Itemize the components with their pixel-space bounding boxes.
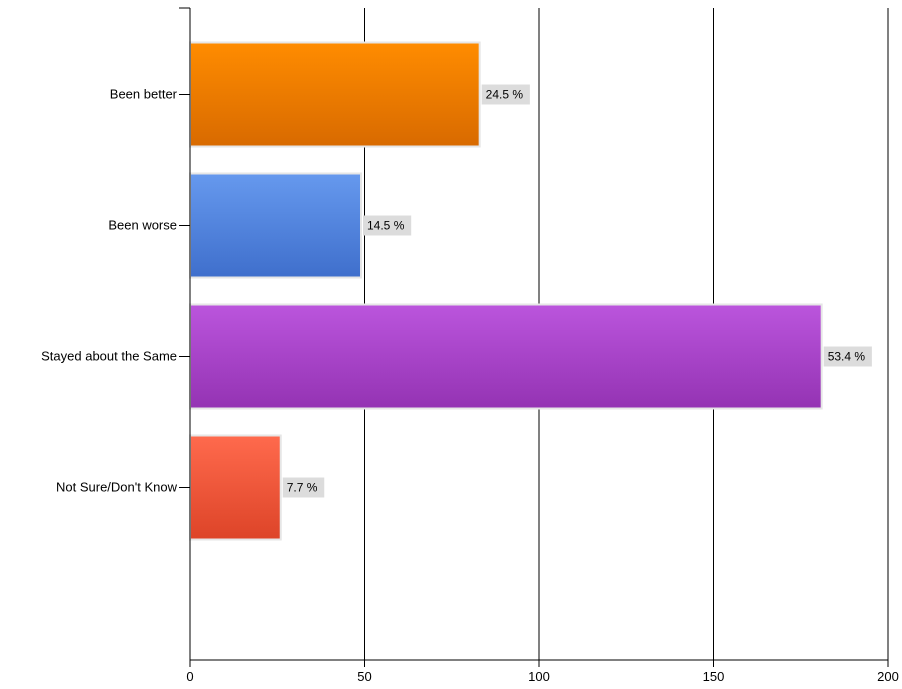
x-tick-label-200: 200	[877, 669, 899, 684]
data-label-box-2	[823, 346, 872, 367]
bar-0	[189, 41, 481, 148]
data-label-0: 24.5 %	[486, 88, 524, 102]
category-label-2: Stayed about the Same	[41, 349, 177, 364]
x-tick-label-100: 100	[528, 669, 550, 684]
bar-2	[189, 303, 823, 410]
labels: Been better 24.5 % Been worse 14.5 % Stayed …	[41, 84, 899, 684]
axes	[179, 7, 889, 667]
category-label-3: Not Sure/Don't Know	[56, 480, 178, 495]
x-tick-label-0: 0	[186, 669, 193, 684]
category-label-0: Been better	[110, 87, 178, 102]
x-tick-label-50: 50	[357, 669, 371, 684]
bars	[189, 41, 823, 541]
data-label-1: 14.5 %	[367, 219, 405, 233]
bar-3	[189, 434, 282, 541]
bar-1	[189, 172, 363, 279]
data-label-2: 53.4 %	[828, 350, 866, 364]
x-tick-label-150: 150	[703, 669, 725, 684]
data-label-box-0	[481, 84, 530, 105]
data-label-box-3	[282, 477, 325, 498]
data-label-box-1	[363, 215, 412, 236]
data-label-3: 7.7 %	[287, 481, 318, 495]
category-label-1: Been worse	[108, 218, 177, 233]
